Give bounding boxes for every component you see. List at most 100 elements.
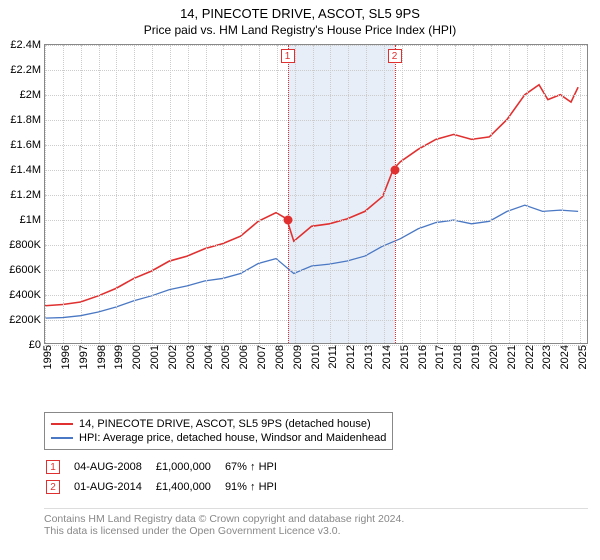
y-tick-label: £1.8M xyxy=(10,114,45,126)
gridline-v xyxy=(152,45,153,343)
gridline-h xyxy=(45,245,587,246)
gridline-v xyxy=(223,45,224,343)
x-tick-label: 2019 xyxy=(470,345,482,369)
x-tick-label: 1999 xyxy=(113,345,125,369)
x-tick-label: 2015 xyxy=(399,345,411,369)
x-tick-label: 2025 xyxy=(577,345,589,369)
gridline-v xyxy=(544,45,545,343)
gridline-v xyxy=(99,45,100,343)
legend-swatch xyxy=(51,423,73,425)
gridline-v xyxy=(527,45,528,343)
x-tick-label: 2009 xyxy=(292,345,304,369)
legend-label: 14, PINECOTE DRIVE, ASCOT, SL5 9PS (deta… xyxy=(79,418,371,430)
sales-table: 104-AUG-2008£1,000,00067% ↑ HPI 2 01-AUG-2… xyxy=(44,456,291,498)
x-tick-label: 2008 xyxy=(274,345,286,369)
x-tick-label: 2001 xyxy=(149,345,161,369)
gridline-v xyxy=(580,45,581,343)
sale-marker-badge: 2 xyxy=(388,49,402,63)
x-tick-label: 2000 xyxy=(131,345,143,369)
gridline-h xyxy=(45,220,587,221)
x-tick-label: 2007 xyxy=(256,345,268,369)
x-tick-label: 2006 xyxy=(238,345,250,369)
page-title: 14, PINECOTE DRIVE, ASCOT, SL5 9PS xyxy=(0,0,600,21)
y-tick-label: £400K xyxy=(9,289,45,301)
gridline-v xyxy=(277,45,278,343)
gridline-h xyxy=(45,270,587,271)
y-tick-label: £2M xyxy=(20,89,45,101)
gridline-v xyxy=(313,45,314,343)
sale-badge: 1 xyxy=(46,460,60,474)
gridline-v xyxy=(45,45,46,343)
x-tick-label: 1997 xyxy=(78,345,90,369)
y-tick-label: £1.4M xyxy=(10,164,45,176)
y-tick-label: £1.6M xyxy=(10,139,45,151)
gridline-v xyxy=(491,45,492,343)
gridline-v xyxy=(348,45,349,343)
x-tick-label: 2024 xyxy=(559,345,571,369)
x-tick-label: 2013 xyxy=(363,345,375,369)
gridline-h xyxy=(45,320,587,321)
sale-marker-dot xyxy=(390,166,399,175)
gridline-v xyxy=(63,45,64,343)
x-tick-label: 2023 xyxy=(541,345,553,369)
legend-label: HPI: Average price, detached house, Wind… xyxy=(79,432,386,444)
gridline-v xyxy=(402,45,403,343)
gridline-h xyxy=(45,45,587,46)
legend-item: HPI: Average price, detached house, Wind… xyxy=(51,431,386,445)
y-tick-label: £800K xyxy=(9,239,45,251)
x-tick-label: 2004 xyxy=(203,345,215,369)
gridline-v xyxy=(81,45,82,343)
sale-date: 01-AUG-2014 xyxy=(74,478,154,496)
x-tick-label: 1996 xyxy=(60,345,72,369)
gridline-v xyxy=(241,45,242,343)
sale-pct: 67% ↑ HPI xyxy=(225,458,289,476)
legend-swatch xyxy=(51,437,73,439)
gridline-h xyxy=(45,70,587,71)
gridline-v xyxy=(206,45,207,343)
x-tick-label: 2017 xyxy=(434,345,446,369)
sale-marker-line xyxy=(395,45,396,343)
gridline-v xyxy=(134,45,135,343)
y-tick-label: £200K xyxy=(9,314,45,326)
gridline-v xyxy=(116,45,117,343)
x-tick-label: 2003 xyxy=(185,345,197,369)
gridline-v xyxy=(330,45,331,343)
x-tick-label: 2010 xyxy=(310,345,322,369)
chart-lines xyxy=(45,45,587,343)
sale-pct: 91% ↑ HPI xyxy=(225,478,289,496)
gridline-v xyxy=(188,45,189,343)
footer: Contains HM Land Registry data © Crown c… xyxy=(44,508,588,537)
legend-item: 14, PINECOTE DRIVE, ASCOT, SL5 9PS (deta… xyxy=(51,417,386,431)
gridline-h xyxy=(45,295,587,296)
sale-marker-dot xyxy=(283,216,292,225)
chart-plot: £0£200K£400K£600K£800K£1M£1.2M£1.4M£1.6M… xyxy=(44,44,588,344)
x-tick-label: 2020 xyxy=(488,345,500,369)
x-tick-label: 2002 xyxy=(167,345,179,369)
x-tick-label: 2012 xyxy=(345,345,357,369)
sale-price: £1,400,000 xyxy=(156,478,223,496)
sale-marker-badge: 1 xyxy=(281,49,295,63)
gridline-v xyxy=(259,45,260,343)
gridline-v xyxy=(420,45,421,343)
sale-badge: 2 xyxy=(46,480,60,494)
x-tick-label: 2018 xyxy=(452,345,464,369)
x-tick-label: 2016 xyxy=(417,345,429,369)
gridline-v xyxy=(366,45,367,343)
x-tick-label: 2005 xyxy=(220,345,232,369)
gridline-h xyxy=(45,195,587,196)
gridline-v xyxy=(437,45,438,343)
footer-line1: Contains HM Land Registry data © Crown c… xyxy=(44,513,588,525)
gridline-v xyxy=(562,45,563,343)
y-tick-label: £1M xyxy=(20,214,45,226)
table-row: 2 01-AUG-2014£1,400,00091% ↑ HPI xyxy=(46,478,289,496)
gridline-h xyxy=(45,145,587,146)
table-row: 104-AUG-2008£1,000,00067% ↑ HPI xyxy=(46,458,289,476)
gridline-v xyxy=(295,45,296,343)
page-subtitle: Price paid vs. HM Land Registry's House … xyxy=(0,23,600,37)
x-tick-label: 1995 xyxy=(42,345,54,369)
gridline-v xyxy=(473,45,474,343)
x-tick-label: 1998 xyxy=(96,345,108,369)
sale-marker-line xyxy=(288,45,289,343)
y-tick-label: £2.4M xyxy=(10,39,45,51)
sale-price: £1,000,000 xyxy=(156,458,223,476)
